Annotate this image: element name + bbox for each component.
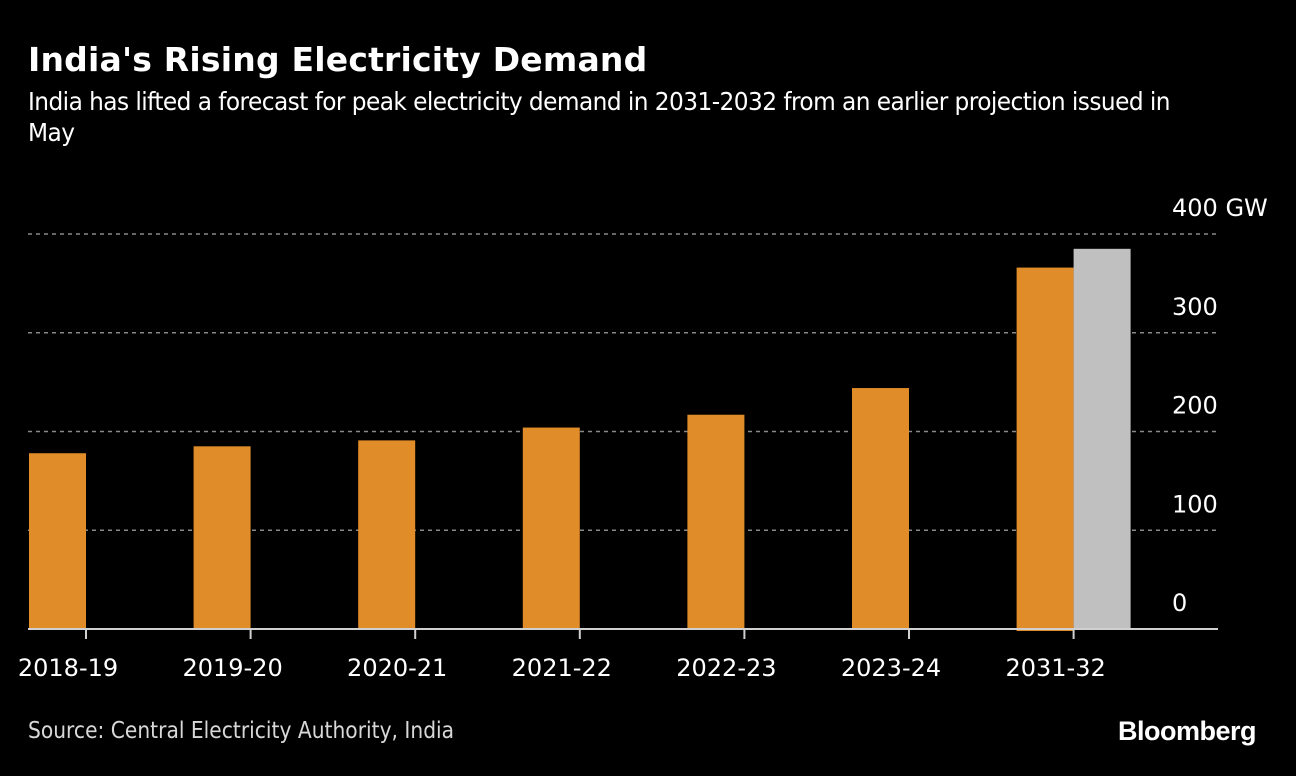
x-axis-labels: 2018-19 2019-20 2020-21 2021-22 2022-23 2023-… <box>18 654 1106 682</box>
y-tick-label-100: 100 <box>1172 490 1218 518</box>
y-tick-label-300: 300 <box>1172 293 1218 321</box>
bar-2031-32-peak-demand <box>1016 267 1074 631</box>
x-tick-label-2019-20: 2019-20 <box>182 654 282 682</box>
source-note: Source: Central Electricity Authority, I… <box>28 718 455 744</box>
y-axis-labels: 0 100 200 300 400 GW <box>1172 194 1268 617</box>
bar-2021-22 <box>522 427 580 629</box>
x-tick-label-2022-23: 2022-23 <box>676 654 776 682</box>
chart-title: India's Rising Electricity Demand <box>28 40 648 79</box>
bar-2020-21 <box>358 440 416 629</box>
x-axis <box>28 628 1218 639</box>
x-tick-label-2021-22: 2021-22 <box>512 654 612 682</box>
y-tick-label-0: 0 <box>1172 589 1187 617</box>
bar-2031-32-revised-forecast <box>1073 248 1131 629</box>
chart-subtitle: India has lifted a forecast for peak ele… <box>28 87 1171 147</box>
bar-2022-23 <box>687 414 745 629</box>
x-tick-label-2020-21: 2020-21 <box>347 654 447 682</box>
y-tick-label-400: 400 GW <box>1172 194 1268 222</box>
x-tick-label-2031-32: 2031-32 <box>1005 654 1105 682</box>
bar-2023-24 <box>852 388 909 629</box>
bar-2018-19 <box>29 453 86 629</box>
bar-2019-20 <box>193 446 251 629</box>
gridlines <box>28 233 1218 531</box>
x-tick-label-2018-19: 2018-19 <box>18 654 118 682</box>
bars <box>29 248 1131 631</box>
x-tick-label-2023-24: 2023-24 <box>841 654 941 682</box>
y-tick-label-200: 200 <box>1172 392 1218 420</box>
bloomberg-logo: Bloomberg <box>1117 716 1257 746</box>
